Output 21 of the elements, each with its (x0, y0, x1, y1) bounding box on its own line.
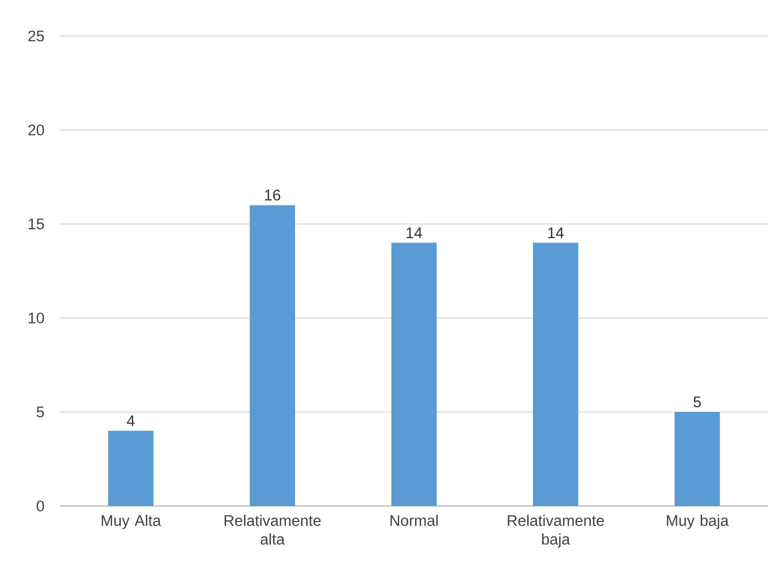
bar (108, 430, 154, 506)
data-label: 16 (265, 190, 280, 200)
bar (391, 242, 437, 506)
x-tick-label: Muy baja (666, 514, 729, 529)
y-tick-label: 15 (28, 218, 44, 230)
bar (674, 412, 720, 506)
x-tick-label: Relativamente alta (224, 514, 321, 545)
y-tick-label: 0 (36, 500, 44, 512)
y-tick-label: 20 (28, 124, 44, 136)
data-label: 14 (548, 228, 564, 238)
x-tick-label: Muy Alta (102, 514, 162, 529)
bar (250, 205, 296, 506)
data-label: 5 (694, 396, 701, 408)
y-tick-label: 5 (36, 406, 44, 418)
data-label: 14 (406, 228, 422, 238)
bar (532, 242, 578, 506)
y-tick-label: 10 (28, 312, 44, 324)
x-tick-label: Normal (390, 514, 438, 526)
data-label: 4 (126, 416, 135, 426)
y-tick-label: 25 (28, 30, 44, 42)
x-tick-label: Relativamente baja (508, 514, 604, 548)
